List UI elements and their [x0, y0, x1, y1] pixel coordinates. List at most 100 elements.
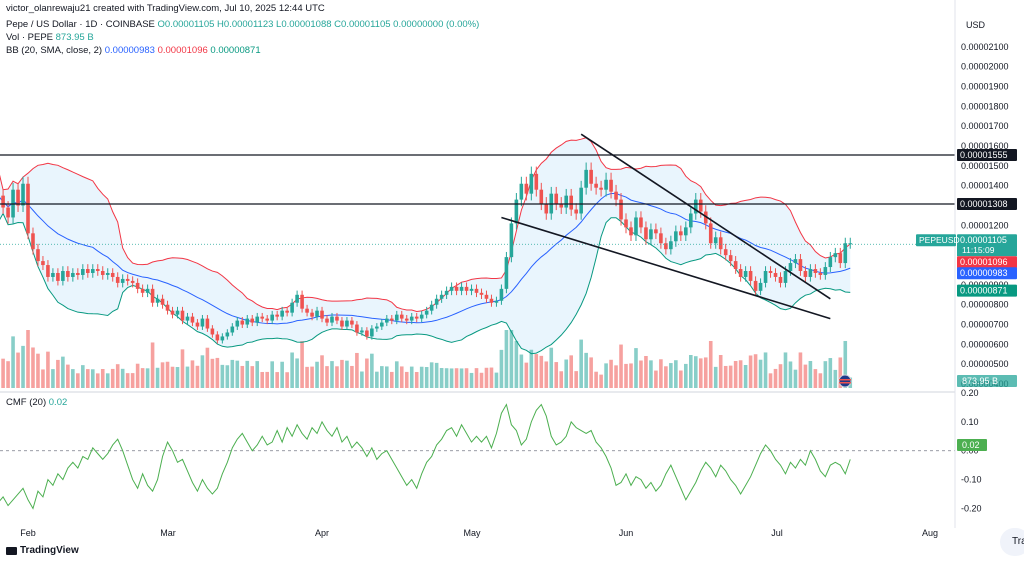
candle-body [758, 282, 763, 291]
bb-upper-value: 0.00001096 [157, 45, 208, 56]
price-tick-label: 0.00000500 [961, 359, 1009, 369]
trendline [580, 133, 831, 300]
candle-body [479, 292, 484, 295]
candle-body [414, 316, 419, 319]
currency-label: USD [966, 20, 986, 30]
volume-bar [389, 371, 394, 388]
candle-body [36, 249, 40, 262]
candle-body [489, 298, 494, 303]
candle-body [798, 259, 803, 272]
cmf-legend[interactable]: CMF (20) 0.02 [6, 397, 67, 409]
candle-body [499, 288, 504, 301]
candle-body [519, 183, 524, 200]
volume-bar [763, 352, 768, 388]
price-tick-label: 0.00001800 [961, 101, 1009, 111]
bb-basis-line [0, 193, 851, 325]
price-tick-label: 0.00001700 [961, 121, 1009, 131]
volume-bar [86, 369, 90, 388]
volume-bar [639, 360, 643, 388]
volume-bar [130, 373, 135, 388]
candle-body [474, 288, 479, 293]
candle-body [365, 330, 369, 337]
volume-bar [215, 357, 220, 388]
volume-bar [713, 366, 718, 388]
symbol-legend[interactable]: Pepe / US Dollar · 1D · COINBASE O0.0000… [6, 19, 479, 31]
volume-bar [449, 368, 454, 388]
ohlc-open: O0.00001105 [157, 19, 215, 30]
candle-body [56, 272, 60, 281]
volume-bar [444, 368, 449, 388]
volume-bar [833, 369, 838, 388]
candle-body [255, 316, 260, 323]
volume-bar [484, 367, 489, 388]
cmf-tick-label: -0.20 [961, 503, 982, 513]
volume-bar [1, 358, 5, 388]
candle-body [335, 316, 339, 321]
cmf-tick-label: 0.10 [961, 417, 979, 427]
trade-button[interactable]: Tra [1000, 528, 1024, 556]
symbol-name: Pepe / US Dollar · 1D · COINBASE [6, 19, 155, 30]
volume-bar [753, 354, 758, 388]
candle-body [494, 300, 499, 303]
volume-bar [220, 364, 225, 388]
candle-body [205, 318, 210, 329]
volume-bar [698, 358, 703, 388]
volume-bar [46, 351, 50, 388]
volume-bar [105, 373, 110, 388]
candle-body [828, 257, 833, 268]
volume-bar [659, 359, 663, 388]
candle-body [449, 286, 454, 291]
volume-bar [360, 371, 364, 388]
candle-body [718, 237, 723, 250]
candle-body [165, 304, 170, 311]
volume-bar [549, 347, 554, 388]
candle-body [41, 261, 45, 266]
candle-body [728, 255, 733, 262]
candle-body [280, 310, 284, 317]
volume-bar [723, 365, 728, 388]
volume-value: 873.95 B [55, 32, 94, 43]
candle-body [125, 278, 130, 281]
volume-bar [380, 366, 384, 388]
volume-bar [76, 373, 80, 388]
candle-body [599, 187, 603, 190]
bb-legend[interactable]: BB (20, SMA, close, 2) 0.00000983 0.0000… [6, 45, 261, 57]
volume-bar [823, 361, 828, 388]
volume-bar [355, 352, 359, 388]
volume-bar [160, 362, 165, 388]
volume-bar [559, 371, 564, 388]
volume-bar [205, 347, 210, 388]
volume-bar [345, 360, 349, 388]
us-flag-icon [838, 374, 852, 388]
candle-body [803, 271, 808, 277]
candle-body [330, 316, 334, 323]
volume-bar [808, 360, 813, 388]
volume-legend[interactable]: Vol · PEPE 873.95 B [6, 32, 94, 44]
candle-body [579, 187, 583, 214]
volume-bar [394, 361, 399, 388]
candle-body [459, 286, 464, 291]
candle-body [31, 233, 35, 250]
candle-body [120, 278, 125, 283]
candle-body [350, 320, 354, 325]
volume-bar [654, 370, 658, 388]
candle-body [534, 173, 539, 190]
candle-body [609, 179, 613, 192]
volume-bar [310, 366, 314, 388]
volume-bar [409, 366, 414, 388]
candle-body [559, 203, 564, 208]
candle-body [389, 318, 394, 321]
ohlc-close: C0.00001105 [334, 19, 391, 30]
volume-bar [66, 364, 70, 388]
candle-body [594, 183, 598, 188]
volume-bar [459, 368, 464, 388]
drawing-lines [0, 133, 955, 320]
candle-body [295, 294, 299, 303]
volume-bar [200, 355, 205, 388]
candle-body [46, 265, 50, 277]
candle-body [589, 169, 593, 184]
price-label-box [957, 197, 1017, 210]
tradingview-logo[interactable]: TradingView [6, 545, 79, 556]
cmf-line [0, 403, 851, 510]
